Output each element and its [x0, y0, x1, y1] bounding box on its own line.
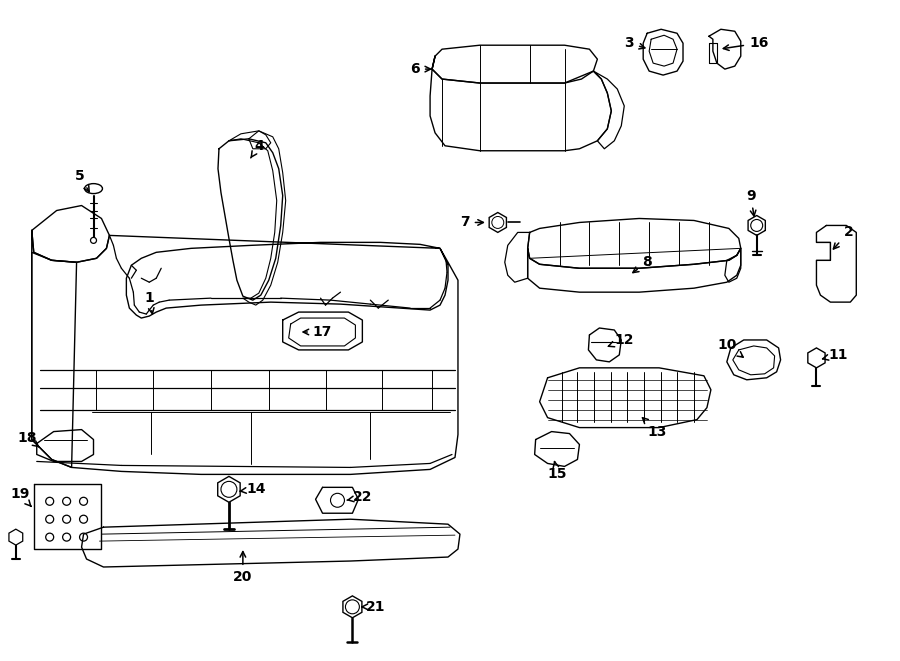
Text: 16: 16 — [724, 36, 769, 50]
Text: 5: 5 — [75, 169, 89, 192]
Text: 9: 9 — [746, 188, 756, 216]
Polygon shape — [589, 328, 621, 362]
Polygon shape — [593, 71, 625, 149]
Polygon shape — [430, 56, 611, 151]
Text: 10: 10 — [717, 338, 743, 357]
Polygon shape — [32, 235, 458, 475]
Polygon shape — [229, 131, 285, 305]
Text: 13: 13 — [643, 418, 667, 438]
Polygon shape — [82, 519, 460, 567]
Text: 19: 19 — [10, 487, 32, 506]
Polygon shape — [316, 487, 358, 513]
Polygon shape — [32, 206, 110, 262]
Polygon shape — [527, 249, 741, 292]
Polygon shape — [748, 215, 765, 235]
Polygon shape — [37, 430, 94, 461]
Text: 8: 8 — [633, 255, 652, 272]
Polygon shape — [540, 368, 711, 428]
Text: 12: 12 — [608, 333, 634, 347]
Polygon shape — [709, 29, 741, 69]
Text: 2: 2 — [833, 225, 853, 249]
Polygon shape — [724, 249, 741, 282]
Polygon shape — [248, 131, 271, 149]
Polygon shape — [527, 219, 741, 268]
Text: 18: 18 — [17, 430, 40, 447]
Text: 6: 6 — [410, 62, 430, 76]
Text: 1: 1 — [144, 291, 154, 314]
Polygon shape — [727, 340, 780, 380]
Polygon shape — [432, 45, 598, 83]
Polygon shape — [733, 346, 775, 375]
Text: 17: 17 — [303, 325, 332, 339]
Text: 3: 3 — [625, 36, 645, 50]
Polygon shape — [649, 35, 677, 66]
Polygon shape — [816, 225, 856, 302]
Polygon shape — [535, 432, 580, 467]
Polygon shape — [505, 233, 530, 282]
Polygon shape — [218, 139, 283, 300]
Text: 15: 15 — [548, 461, 567, 481]
Text: 22: 22 — [347, 490, 372, 504]
Polygon shape — [34, 485, 102, 549]
Text: 14: 14 — [240, 483, 266, 496]
Text: 20: 20 — [233, 551, 253, 584]
Text: 7: 7 — [460, 215, 483, 229]
Polygon shape — [283, 312, 363, 350]
Polygon shape — [289, 318, 356, 346]
Text: 21: 21 — [362, 600, 385, 614]
Circle shape — [91, 237, 96, 243]
Text: 4: 4 — [251, 139, 264, 158]
Polygon shape — [644, 29, 683, 75]
Polygon shape — [32, 231, 76, 467]
Text: 11: 11 — [823, 348, 848, 362]
Ellipse shape — [85, 184, 103, 194]
